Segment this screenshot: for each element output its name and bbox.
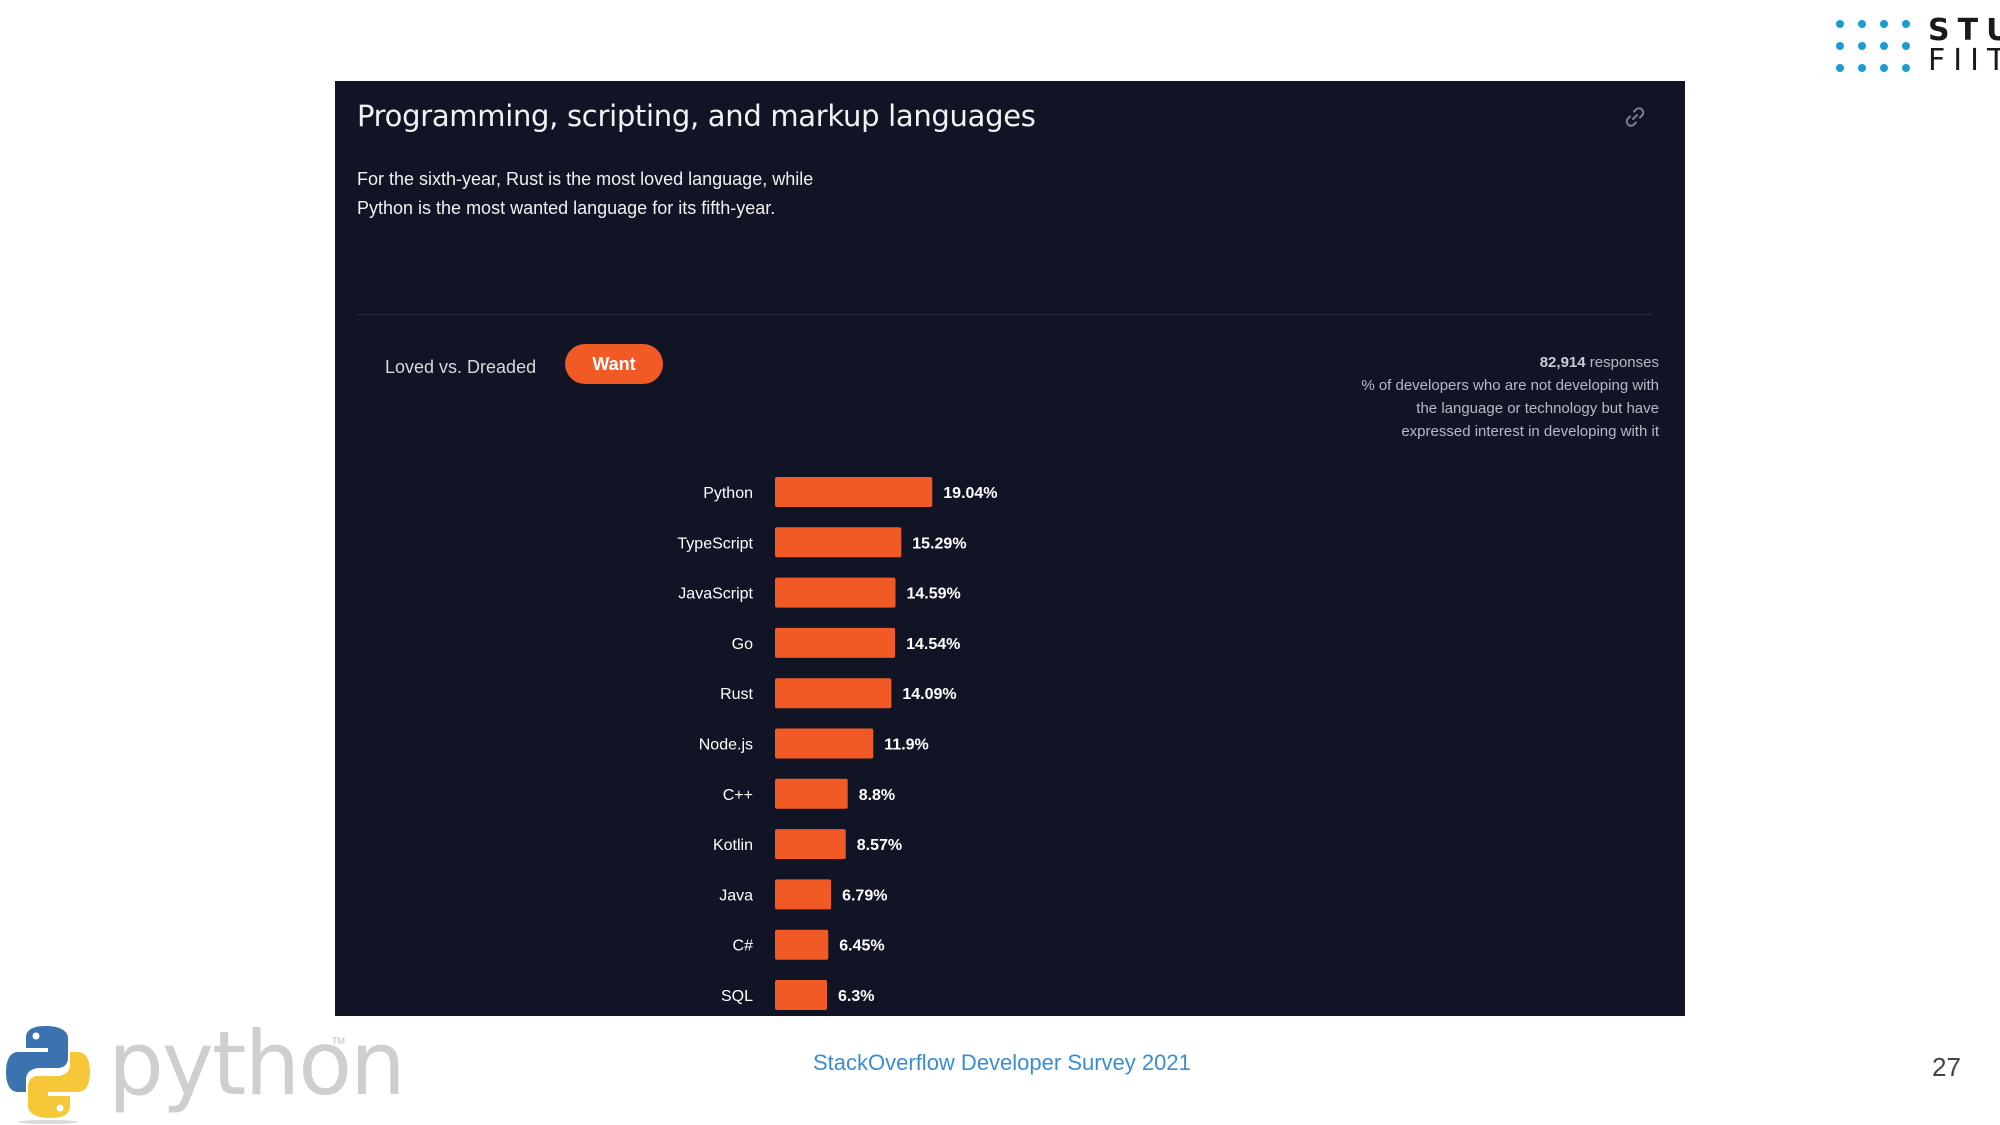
stu-fiit-logo: STU FIIT — [1836, 16, 2000, 76]
responses-suffix: responses — [1589, 354, 1659, 371]
category-label: TypeScript — [677, 535, 753, 552]
divider — [357, 314, 1652, 315]
bar[interactable] — [775, 980, 828, 1010]
category-label: SQL — [721, 988, 753, 1005]
responses-count: 82,914 — [1539, 354, 1586, 371]
value-label: 6.79% — [842, 887, 887, 904]
panel-title: Programming, scripting, and markup langu… — [357, 99, 1036, 133]
value-label: 6.3% — [838, 988, 874, 1005]
bar[interactable] — [775, 627, 896, 658]
value-label: 15.29% — [912, 535, 966, 552]
category-label: Kotlin — [713, 837, 753, 854]
source-link[interactable]: StackOverflow Developer Survey 2021 — [813, 1050, 1191, 1075]
python-trademark: TM — [332, 1036, 345, 1046]
bar[interactable] — [775, 577, 896, 608]
category-label: Rust — [720, 686, 753, 703]
responses-note-3: expressed interest in developing with it — [1401, 423, 1659, 440]
bar[interactable] — [775, 527, 902, 558]
link-icon[interactable] — [1623, 105, 1647, 129]
value-label: 8.8% — [859, 787, 895, 804]
tab-want[interactable]: Want — [565, 344, 663, 384]
category-label: C++ — [723, 787, 753, 804]
bar[interactable] — [775, 728, 874, 759]
panel-description: For the sixth-year, Rust is the most lov… — [357, 165, 977, 223]
value-label: 19.04% — [943, 485, 997, 502]
responses-info: 82,914 responses % of developers who are… — [1239, 351, 1659, 443]
bar-chart: Python 19.04% TypeScript 15.29% JavaScript 14… — [677, 477, 998, 1010]
value-label: 11.9% — [884, 737, 928, 754]
logo-line2: FIIT — [1928, 43, 2000, 78]
bar[interactable] — [775, 477, 933, 507]
logo-dots-icon — [1836, 20, 1912, 74]
category-label: Java — [719, 887, 753, 904]
logo-text: STU FIIT — [1928, 16, 2000, 76]
bar[interactable] — [775, 929, 829, 960]
responses-note-1: % of developers who are not developing w… — [1361, 377, 1659, 394]
category-label: Go — [732, 636, 753, 653]
survey-panel: Programming, scripting, and markup langu… — [335, 81, 1685, 1016]
category-label: Python — [703, 485, 753, 502]
category-label: Node.js — [699, 737, 753, 754]
python-logo-icon — [6, 1026, 90, 1124]
value-label: 14.09% — [902, 686, 956, 703]
responses-count-line: 82,914 responses — [1239, 351, 1659, 374]
category-label: JavaScript — [678, 586, 753, 603]
bar[interactable] — [775, 678, 892, 709]
category-label: C# — [733, 938, 754, 955]
value-label: 14.59% — [907, 586, 961, 603]
logo-line1: STU — [1928, 13, 2000, 48]
bar[interactable] — [775, 778, 848, 809]
description-line-1: For the sixth-year, Rust is the most lov… — [357, 169, 814, 189]
bar[interactable] — [775, 879, 832, 910]
bar[interactable] — [775, 829, 846, 860]
value-label: 14.54% — [906, 636, 960, 653]
description-line-2: Python is the most wanted language for i… — [357, 198, 776, 218]
value-label: 6.45% — [839, 938, 884, 955]
tab-loved-vs-dreaded[interactable]: Loved vs. Dreaded — [385, 357, 537, 377]
responses-note-2: the language or technology but have — [1416, 400, 1659, 417]
page-number: 27 — [1932, 1052, 1961, 1082]
python-wordmark: python — [108, 1012, 406, 1115]
value-label: 8.57% — [857, 837, 902, 854]
